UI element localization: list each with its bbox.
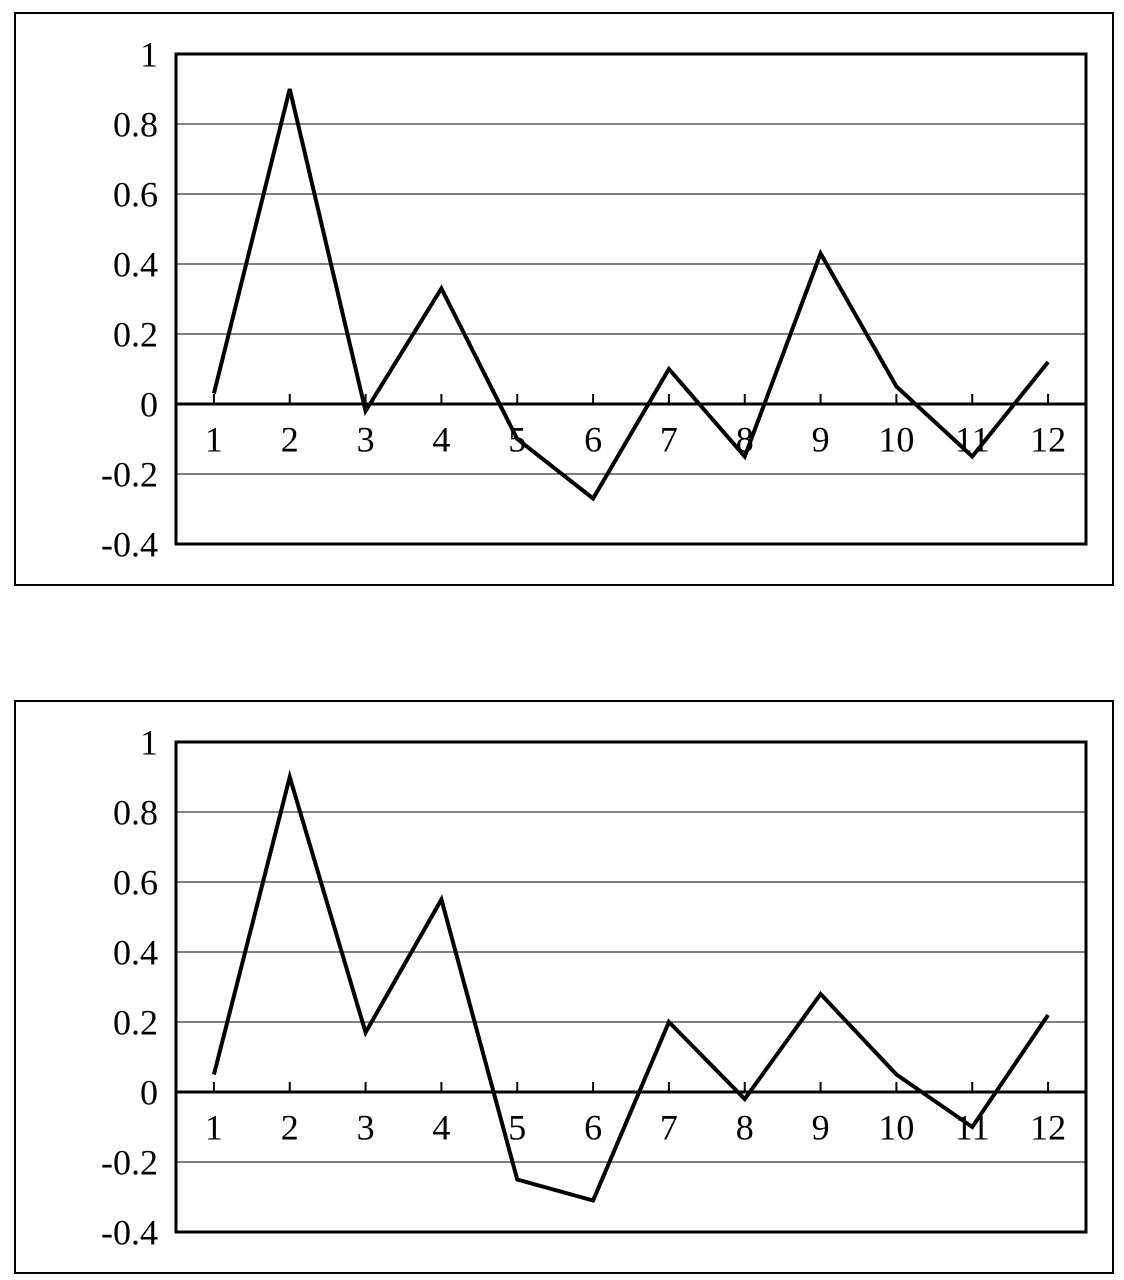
y-tick-label: 0.4 [113,933,158,973]
x-tick-label: 7 [660,420,678,460]
line-chart-top: -0.4-0.200.20.40.60.81123456789101112 [14,12,1114,586]
y-tick-label: 1 [140,723,158,763]
line-chart-bottom-svg: -0.4-0.200.20.40.60.81123456789101112 [16,702,1112,1272]
x-tick-label: 6 [584,420,602,460]
x-tick-label: 6 [584,1108,602,1148]
x-tick-label: 10 [878,1108,914,1148]
line-chart-top-svg: -0.4-0.200.20.40.60.81123456789101112 [16,14,1112,584]
y-tick-label: 0.8 [113,105,158,145]
y-tick-label: 0.6 [113,175,158,215]
x-tick-label: 3 [357,1108,375,1148]
y-tick-label: 0.8 [113,793,158,833]
y-tick-label: 0.6 [113,863,158,903]
y-tick-label: -0.4 [101,1213,158,1253]
x-tick-label: 1 [205,420,223,460]
y-tick-label: -0.2 [101,1143,158,1183]
x-tick-label: 3 [357,420,375,460]
x-tick-label: 12 [1030,1108,1066,1148]
x-tick-label: 9 [812,1108,830,1148]
data-line [214,89,1048,499]
x-tick-label: 7 [660,1108,678,1148]
x-tick-label: 9 [812,420,830,460]
x-tick-label: 8 [736,1108,754,1148]
x-tick-label: 2 [281,420,299,460]
y-tick-label: -0.4 [101,525,158,565]
y-tick-label: 0.4 [113,245,158,285]
x-tick-label: 2 [281,1108,299,1148]
y-tick-label: 0 [140,385,158,425]
y-tick-label: 0 [140,1073,158,1113]
y-tick-label: 0.2 [113,1003,158,1043]
x-tick-label: 4 [432,420,450,460]
data-line [214,777,1048,1201]
y-tick-label: -0.2 [101,455,158,495]
line-chart-bottom: -0.4-0.200.20.40.60.81123456789101112 [14,700,1114,1274]
x-tick-label: 4 [432,1108,450,1148]
x-tick-label: 1 [205,1108,223,1148]
x-tick-label: 10 [878,420,914,460]
page: -0.4-0.200.20.40.60.81123456789101112 -0… [0,0,1124,1280]
x-tick-label: 12 [1030,420,1066,460]
y-tick-label: 1 [140,35,158,75]
x-tick-label: 5 [508,1108,526,1148]
y-tick-label: 0.2 [113,315,158,355]
